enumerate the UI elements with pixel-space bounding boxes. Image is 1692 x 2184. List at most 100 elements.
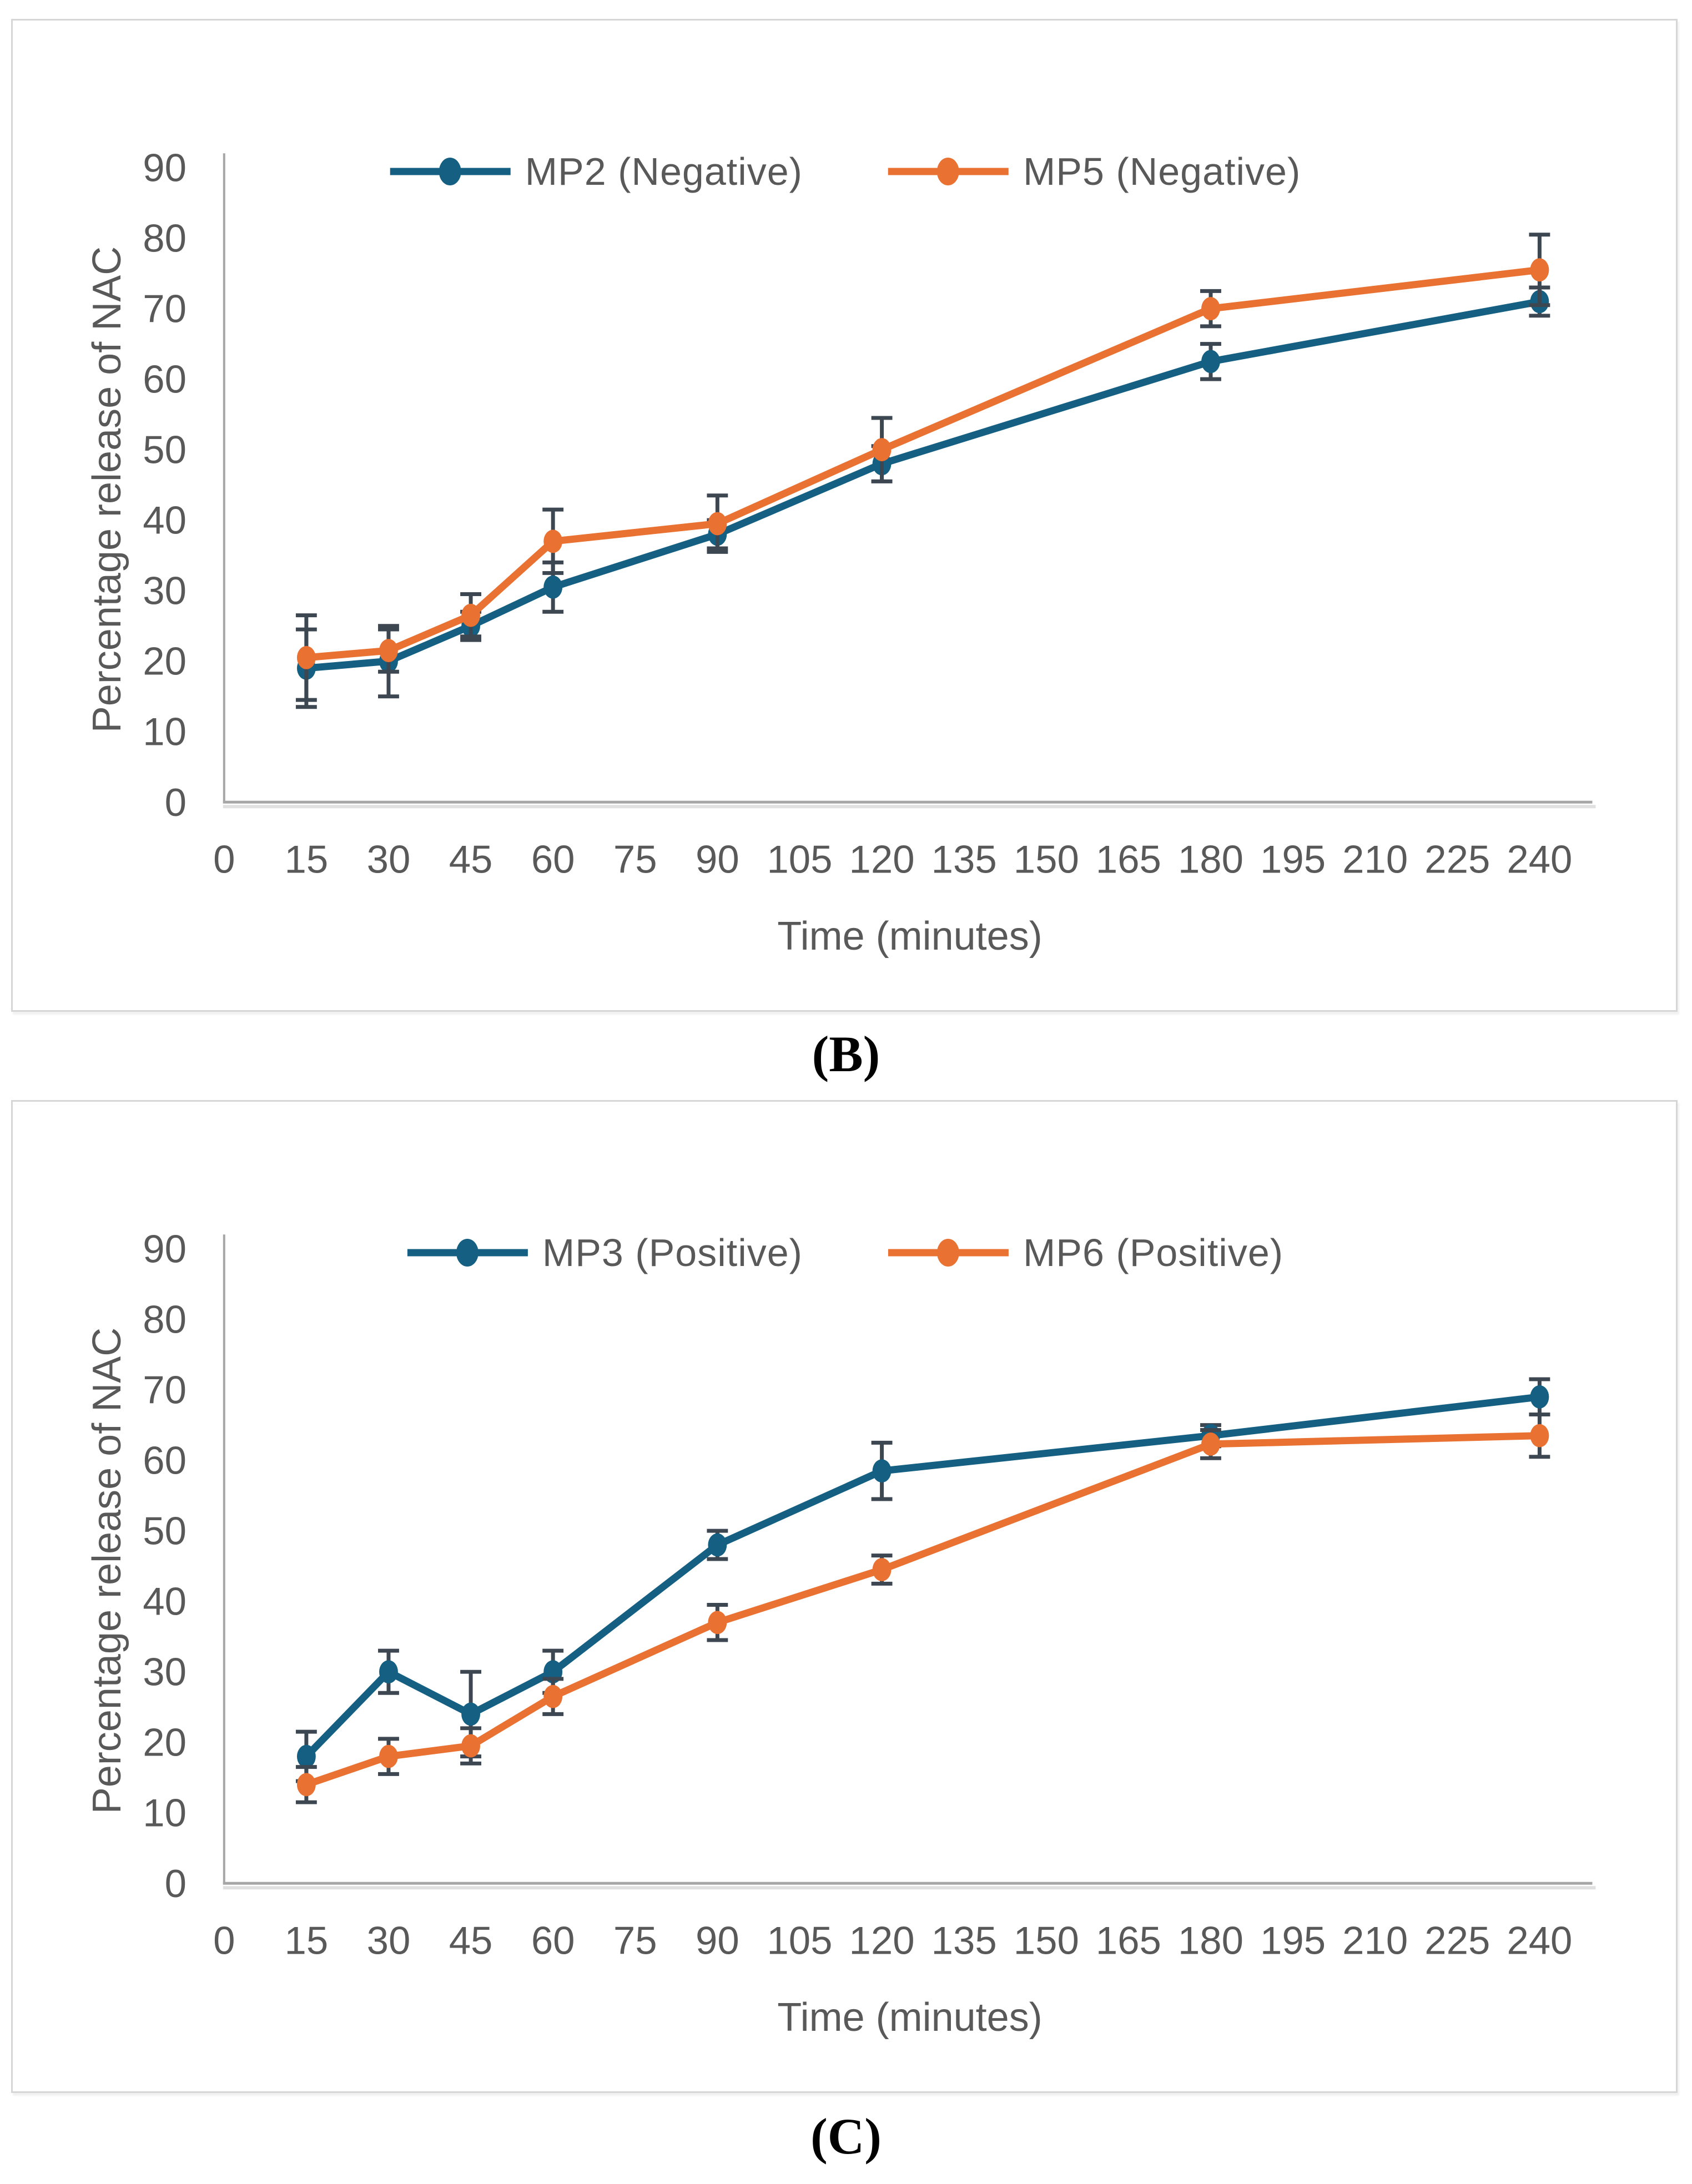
x-tick-label: 210 <box>1342 837 1408 881</box>
x-axis-title: Time (minutes) <box>777 1995 1043 2040</box>
x-tick-label: 165 <box>1096 1918 1161 1962</box>
series-mp6 <box>295 1413 1550 1804</box>
y-tick-label: 20 <box>143 639 187 683</box>
x-tick-label: 45 <box>449 837 493 881</box>
x-tick-label: 240 <box>1507 837 1572 881</box>
y-tick-label: 90 <box>143 1227 187 1271</box>
x-tick-label: 225 <box>1424 837 1490 881</box>
legend-label: MP5 (Negative) <box>1023 150 1301 193</box>
data-point-marker <box>1530 258 1549 282</box>
data-point-marker <box>708 512 727 536</box>
y-tick-label: 70 <box>143 287 187 331</box>
y-tick-label: 30 <box>143 569 187 613</box>
chart-c-plot-area: 0 10 20 30 40 50 60 70 80 90 0 15 30 45 60 75 90 105 120 13… <box>143 1227 1596 1962</box>
legend-marker-icon <box>937 1239 959 1267</box>
x-tick-label: 75 <box>613 1918 657 1962</box>
chart-b-legend: MP2 (Negative) MP5 (Negative) <box>388 149 1301 194</box>
legend-item-mp5: MP5 (Negative) <box>886 149 1301 194</box>
data-point-marker <box>379 639 398 663</box>
data-point-marker <box>296 1773 316 1797</box>
legend-line-marker-icon <box>390 158 511 185</box>
x-tick-label: 150 <box>1014 837 1079 881</box>
data-point-marker <box>1530 1424 1549 1447</box>
y-tick-label: 80 <box>143 1298 187 1341</box>
legend-line-marker-icon <box>407 1239 528 1267</box>
legend-line-marker-icon <box>888 158 1009 185</box>
data-point-marker <box>296 1744 316 1768</box>
data-point-marker <box>1201 297 1220 321</box>
legend-marker-icon <box>937 158 959 185</box>
x-tick-label: 225 <box>1424 1918 1490 1962</box>
x-tick-label: 165 <box>1096 837 1161 881</box>
chart-c-legend: MP3 (Positive) MP6 (Positive) <box>405 1230 1283 1275</box>
legend-label: MP2 (Negative) <box>525 150 803 193</box>
x-tick-label: 135 <box>931 1918 997 1962</box>
x-tick-label: 240 <box>1507 1918 1572 1962</box>
legend-label: MP3 (Positive) <box>542 1231 803 1274</box>
chart-panel-c: 0 10 20 30 40 50 60 70 80 90 0 15 30 45 60 75 90 105 120 13… <box>11 1100 1678 2093</box>
y-tick-label: 90 <box>143 146 187 190</box>
series-line <box>303 1393 1543 1761</box>
legend-label: MP6 (Positive) <box>1023 1231 1284 1274</box>
y-tick-label: 40 <box>143 1580 187 1623</box>
x-tick-label: 120 <box>849 837 915 881</box>
y-axis-title: Percentage release of NAC <box>85 246 129 733</box>
y-tick-label: 0 <box>165 1862 187 1905</box>
x-tick-label: 195 <box>1260 837 1326 881</box>
series-line <box>303 1432 1543 1788</box>
x-tick-label: 135 <box>931 837 997 881</box>
y-tick-label: 70 <box>143 1368 187 1412</box>
x-tick-label: 60 <box>531 837 575 881</box>
data-point-marker <box>708 1533 727 1557</box>
x-tick-label: 150 <box>1014 1918 1079 1962</box>
data-point-marker <box>872 438 892 462</box>
legend-line-marker-icon <box>888 1239 1009 1267</box>
x-tick-label: 30 <box>367 1918 411 1962</box>
data-point-marker <box>461 1702 481 1726</box>
x-axis-title: Time (minutes) <box>777 914 1043 959</box>
legend-marker-icon <box>439 158 461 185</box>
data-point-marker <box>1530 1385 1549 1409</box>
x-tick-label: 90 <box>696 837 739 881</box>
series-mp2 <box>295 285 1550 709</box>
data-point-marker <box>1201 350 1220 374</box>
x-tick-label: 105 <box>767 837 832 881</box>
chart-b-plot-area: 0 10 20 30 40 50 60 70 80 90 0 15 30 45 60 75 90 105 120 13… <box>143 146 1596 881</box>
y-tick-label: 0 <box>165 780 187 824</box>
y-tick-label: 30 <box>143 1650 187 1694</box>
x-tick-label: 180 <box>1178 1918 1243 1962</box>
y-tick-label: 60 <box>143 1439 187 1482</box>
data-point-marker <box>461 603 481 627</box>
y-tick-label: 10 <box>143 710 187 754</box>
x-tick-label: 75 <box>613 837 657 881</box>
x-tick-label: 210 <box>1342 1918 1408 1962</box>
panel-caption-b: (B) <box>812 1026 880 1082</box>
x-tick-label: 195 <box>1260 1918 1326 1962</box>
x-tick-label: 30 <box>367 837 411 881</box>
y-tick-label: 20 <box>143 1721 187 1764</box>
series-line <box>303 297 1543 672</box>
x-tick-label: 90 <box>696 1918 739 1962</box>
series-mp5 <box>295 233 1550 702</box>
legend-item-mp2: MP2 (Negative) <box>388 149 803 194</box>
data-point-marker <box>379 1660 398 1684</box>
y-axis-title: Percentage release of NAC <box>85 1327 129 1814</box>
data-point-marker <box>708 1611 727 1635</box>
panel-caption-c: (C) <box>810 2108 882 2165</box>
x-tick-label: 105 <box>767 1918 832 1962</box>
y-tick-label: 50 <box>143 428 187 472</box>
y-tick-label: 10 <box>143 1791 187 1835</box>
data-point-marker <box>543 575 563 599</box>
y-tick-label: 80 <box>143 216 187 260</box>
data-point-marker <box>543 529 563 553</box>
x-tick-label: 120 <box>849 1918 915 1962</box>
x-tick-label: 15 <box>285 837 329 881</box>
data-point-marker <box>872 1558 892 1581</box>
x-tick-label: 60 <box>531 1918 575 1962</box>
y-tick-label: 40 <box>143 498 187 542</box>
legend-item-mp3: MP3 (Positive) <box>405 1230 803 1275</box>
data-point-marker <box>1201 1432 1220 1456</box>
chart-panel-b: 0 10 20 30 40 50 60 70 80 90 0 15 30 45 60 75 90 105 120 13… <box>11 19 1678 1012</box>
y-tick-label: 60 <box>143 357 187 401</box>
data-point-marker <box>461 1734 481 1758</box>
